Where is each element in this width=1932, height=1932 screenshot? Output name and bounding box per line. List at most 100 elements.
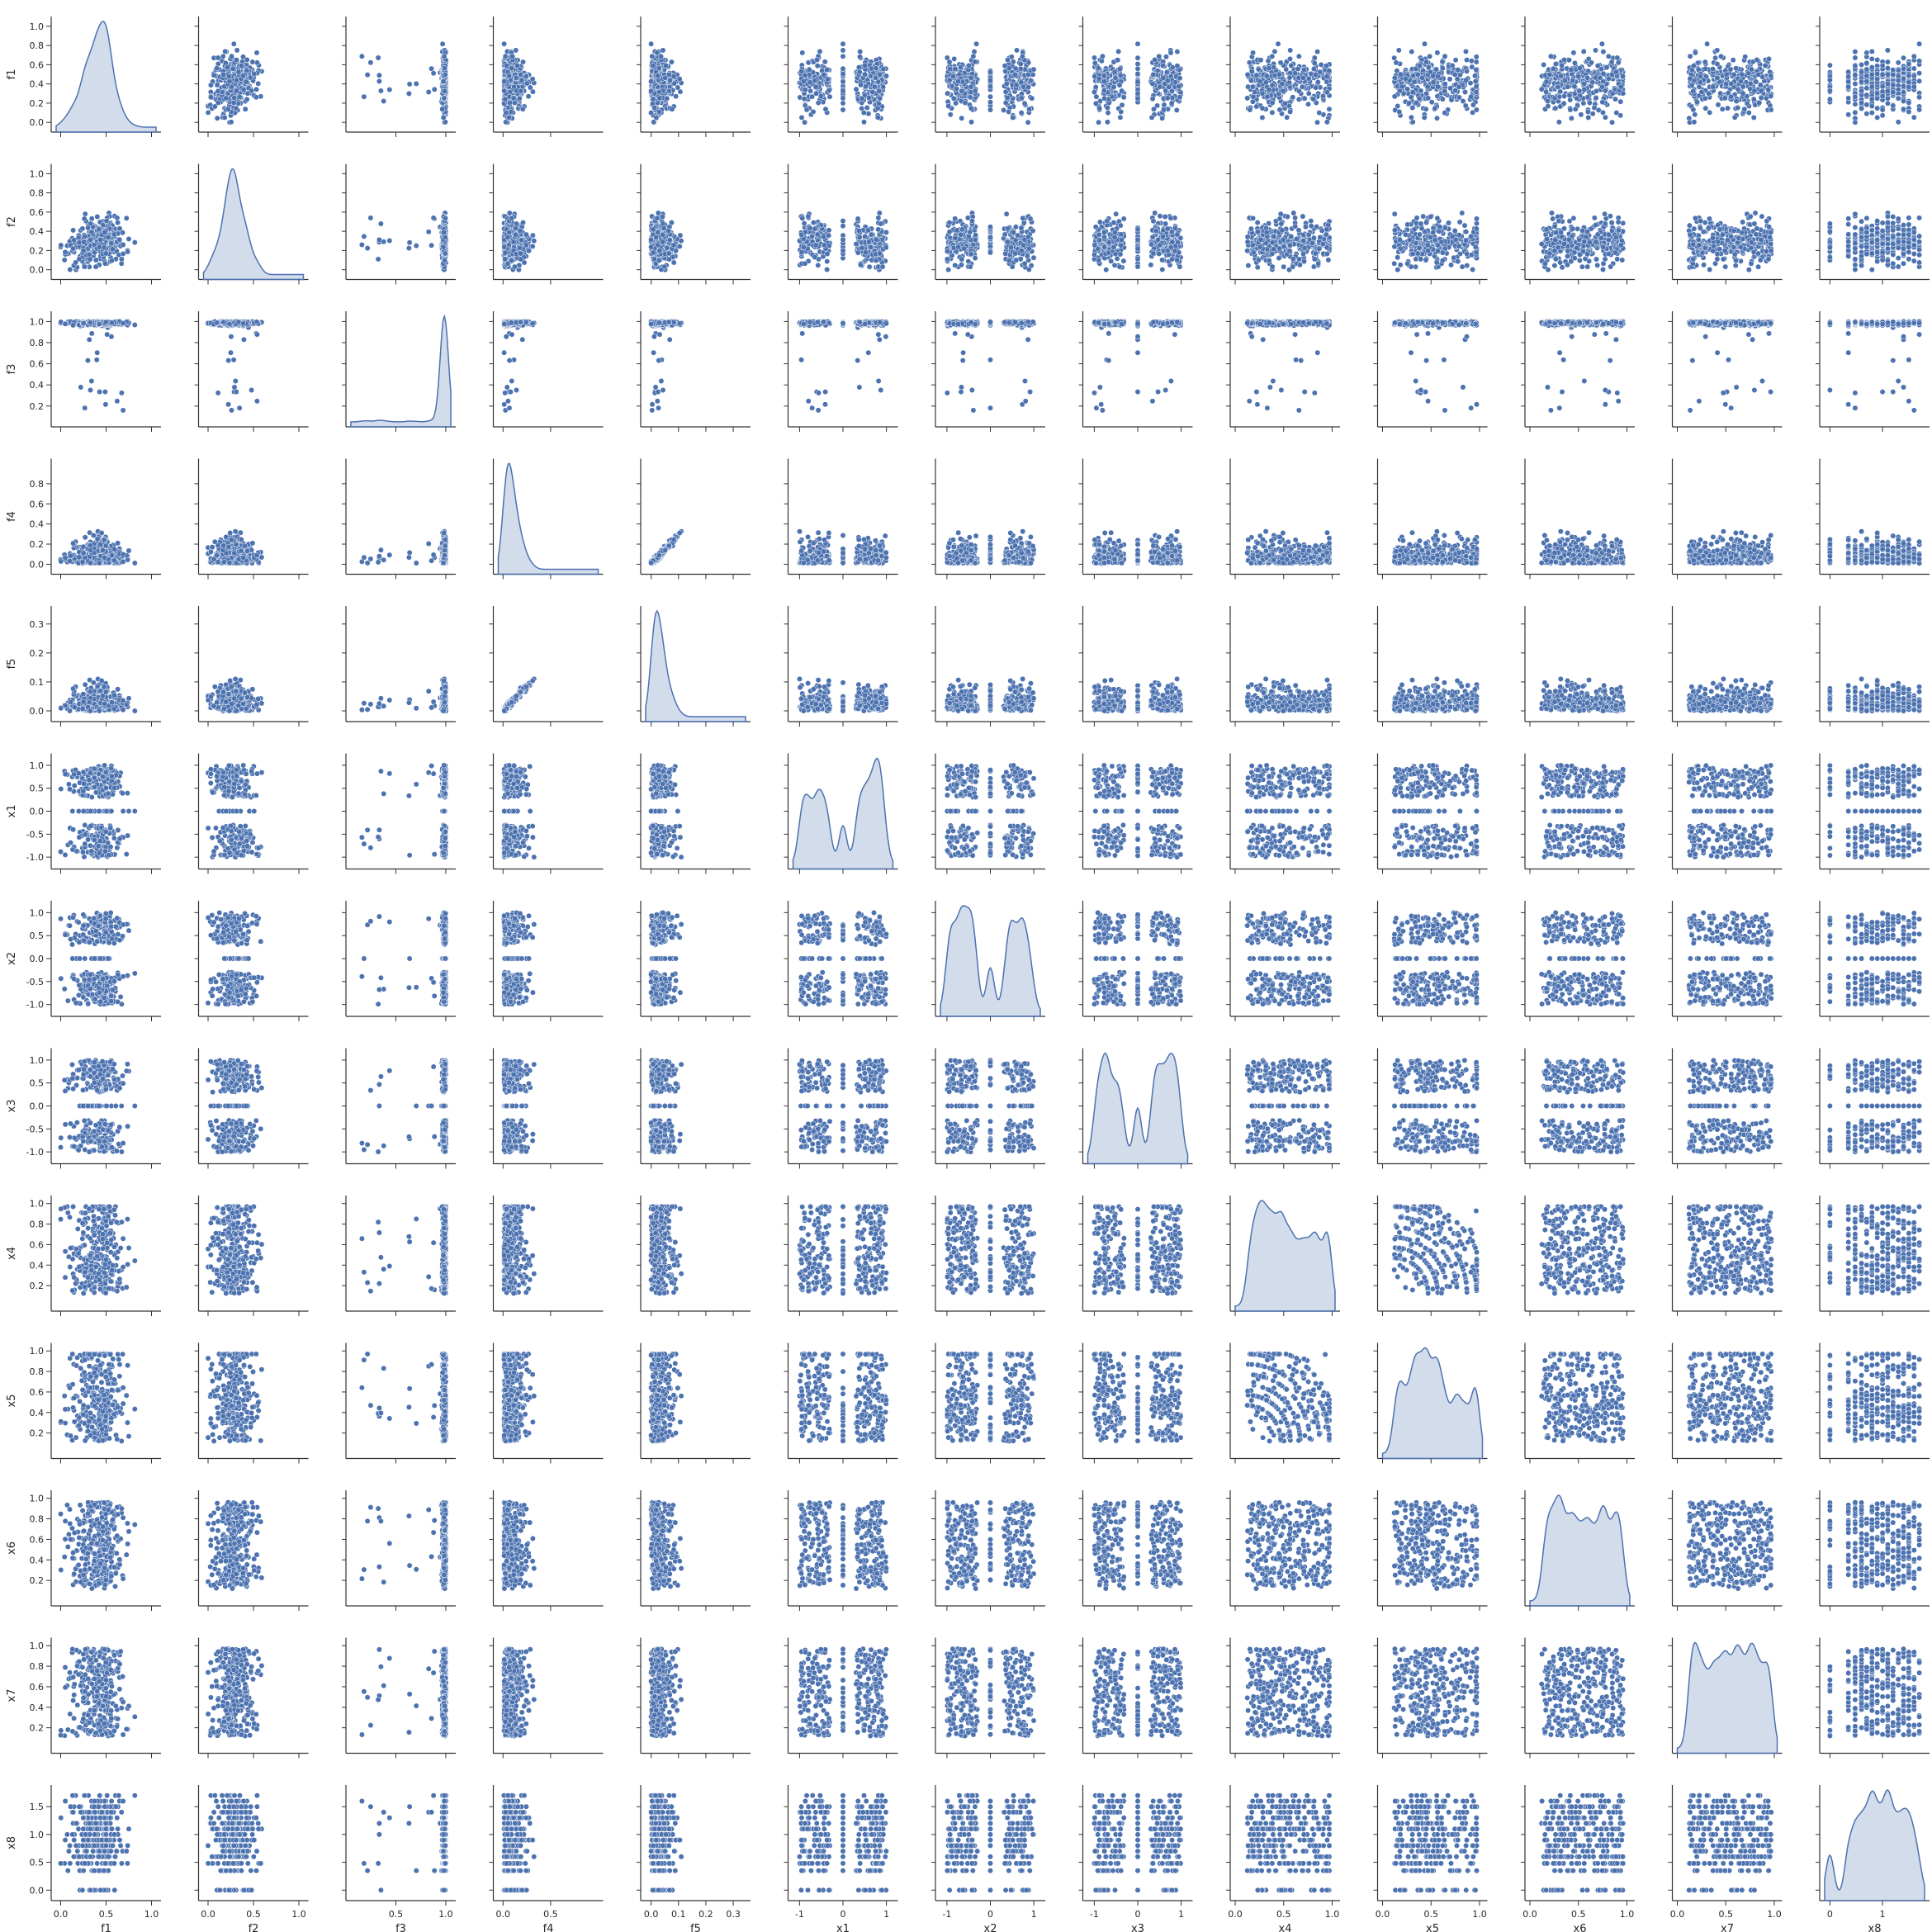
scatter-point [442, 54, 447, 59]
scatter-point [253, 87, 258, 92]
panel-f1-vs-f3 [342, 17, 456, 137]
scatter-point [519, 78, 524, 83]
scatter-point [243, 107, 248, 111]
scatter-point [234, 88, 239, 93]
scatter-point [206, 110, 211, 115]
y-tick-label: 0.6 [30, 59, 45, 70]
scatter-point [507, 73, 512, 78]
scatter-point [504, 64, 509, 69]
y-tick-label: 1.0 [30, 21, 45, 32]
scatter-point [376, 73, 381, 78]
scatter-point [254, 50, 259, 55]
scatter-point [208, 95, 213, 100]
scatter-point [441, 115, 446, 120]
scatter-point [234, 78, 239, 83]
scatter-point [517, 96, 522, 101]
scatter-point [220, 54, 225, 59]
scatter-point [241, 73, 246, 78]
scatter-point [229, 54, 234, 59]
scatter-point [234, 48, 239, 53]
scatter-point [514, 63, 519, 68]
scatter-point [253, 95, 258, 100]
scatter-point [503, 54, 508, 59]
scatter-point [234, 106, 239, 111]
y-tick-label: 0.2 [30, 98, 45, 109]
scatter-point [520, 59, 525, 64]
scatter-point [509, 54, 514, 59]
scatter-point [252, 71, 257, 76]
scatter-point [212, 104, 217, 109]
scatter-point [229, 120, 234, 125]
scatter-point [365, 72, 370, 77]
scatter-point [362, 94, 367, 99]
scatter-point [523, 73, 528, 78]
scatter-point [406, 91, 411, 96]
scatter-point [440, 41, 445, 46]
scatter-point [215, 83, 220, 88]
scatter-point [236, 69, 241, 74]
scatter-point [442, 96, 447, 101]
scatter-point [502, 78, 507, 83]
kde-curve-f1 [56, 21, 156, 132]
scatter-point [509, 109, 514, 114]
scatter-point [234, 58, 239, 63]
scatter-point [443, 72, 447, 77]
scatter-point [222, 49, 227, 54]
scatter-point [244, 57, 249, 62]
scatter-point [381, 98, 386, 103]
scatter-point [530, 77, 535, 82]
scatter-point [244, 97, 249, 102]
y-axis-label-f1: f1 [6, 69, 18, 80]
scatter-point [519, 88, 523, 93]
scatter-point [215, 116, 220, 121]
scatter-point [256, 81, 261, 86]
scatter-point [442, 88, 447, 93]
panel-f1-vs-f4 [490, 17, 604, 137]
scatter-point [232, 95, 237, 100]
scatter-point [225, 64, 230, 69]
scatter-point [359, 54, 364, 59]
panel-f1-vs-f1: 0.00.20.40.60.81.0f1 [6, 17, 161, 137]
scatter-point [502, 88, 507, 93]
scatter-point [648, 41, 653, 46]
scatter-point [520, 107, 525, 111]
scatter-point [504, 110, 509, 115]
scatter-point [245, 91, 250, 96]
scatter-point [231, 41, 236, 46]
scatter-point [211, 73, 216, 78]
scatter-point [387, 87, 392, 92]
scatter-point [231, 100, 236, 105]
scatter-point [509, 66, 514, 71]
scatter-point [414, 81, 419, 86]
scatter-point [222, 115, 227, 120]
scatter-point [511, 96, 516, 101]
scatter-point [236, 101, 241, 106]
scatter-point [518, 72, 523, 77]
scatter-point [501, 41, 506, 46]
panel-f1-vs-f2 [195, 17, 309, 137]
scatter-point [215, 88, 220, 93]
scatter-point [503, 97, 508, 102]
scatter-point [239, 64, 244, 69]
scatter-point [208, 83, 213, 88]
scatter-point [226, 74, 231, 79]
scatter-point [215, 55, 220, 60]
scatter-point [225, 107, 230, 111]
scatter-point [442, 66, 447, 71]
y-tick-label: 0.4 [30, 79, 45, 90]
scatter-point [661, 48, 665, 53]
scatter-point [230, 66, 235, 71]
scatter-point [426, 89, 431, 94]
panel-f1-vs-f5 [637, 17, 751, 137]
scatter-point [376, 55, 381, 60]
scatter-point [441, 78, 446, 83]
scatter-point [368, 60, 373, 65]
scatter-point [507, 115, 512, 120]
scatter-point [378, 88, 383, 93]
scatter-point [524, 81, 529, 86]
scatter-point [431, 71, 436, 76]
scatter-point [214, 66, 219, 71]
scatter-point [407, 82, 412, 87]
scatter-point [244, 79, 249, 84]
scatter-point [250, 59, 255, 64]
